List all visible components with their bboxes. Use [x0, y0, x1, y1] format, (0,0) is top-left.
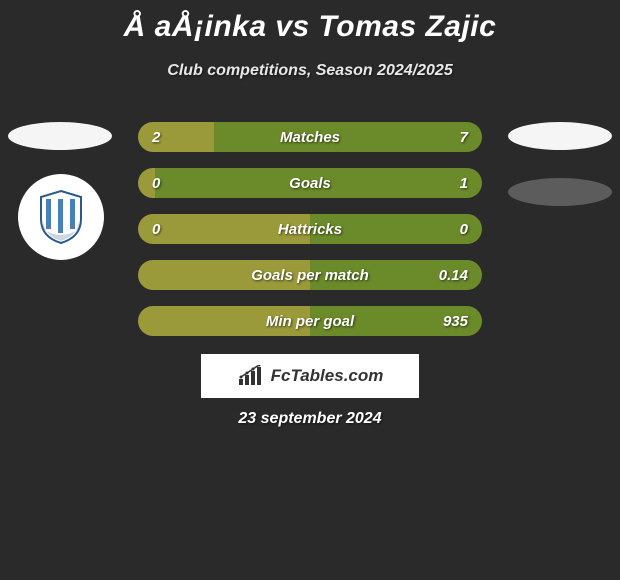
snapshot-date: 23 september 2024 — [238, 410, 381, 428]
right-badge-ellipse-2 — [508, 178, 612, 206]
fctables-logo: FcTables.com — [201, 354, 419, 398]
stat-row: 2 7 Matches — [138, 122, 482, 152]
stat-value-right: 0 — [460, 221, 468, 238]
stat-value-left: 0 — [152, 221, 160, 238]
shield-icon — [37, 189, 85, 245]
stats-container: 2 7 Matches 0 1 Goals 0 0 Hattricks 0.14 Goals per… — [138, 122, 482, 352]
stat-value-right: 935 — [443, 313, 468, 330]
left-player-badges — [8, 122, 112, 260]
stat-row: 935 Min per goal — [138, 306, 482, 336]
stat-label: Hattricks — [278, 221, 342, 238]
stat-value-right: 0.14 — [439, 267, 468, 284]
stat-row: 0.14 Goals per match — [138, 260, 482, 290]
left-badge-ellipse — [8, 122, 112, 150]
stat-value-left: 0 — [152, 175, 160, 192]
logo-text: FcTables.com — [271, 366, 384, 386]
page-title: Å aÅ¡inka vs Tomas Zajic — [0, 0, 620, 44]
season-subtitle: Club competitions, Season 2024/2025 — [0, 62, 620, 80]
stat-fill-left — [138, 122, 214, 152]
right-badge-ellipse-1 — [508, 122, 612, 150]
stat-value-right: 7 — [460, 129, 468, 146]
stat-label: Min per goal — [266, 313, 354, 330]
stat-label: Goals per match — [251, 267, 369, 284]
stat-label: Goals — [289, 175, 331, 192]
stat-fill-right — [214, 122, 482, 152]
right-player-badges — [508, 122, 612, 234]
bars-icon — [237, 365, 265, 387]
club-crest-icon — [18, 174, 104, 260]
stat-row: 0 0 Hattricks — [138, 214, 482, 244]
stat-value-right: 1 — [460, 175, 468, 192]
stat-label: Matches — [280, 129, 340, 146]
stat-value-left: 2 — [152, 129, 160, 146]
stat-row: 0 1 Goals — [138, 168, 482, 198]
